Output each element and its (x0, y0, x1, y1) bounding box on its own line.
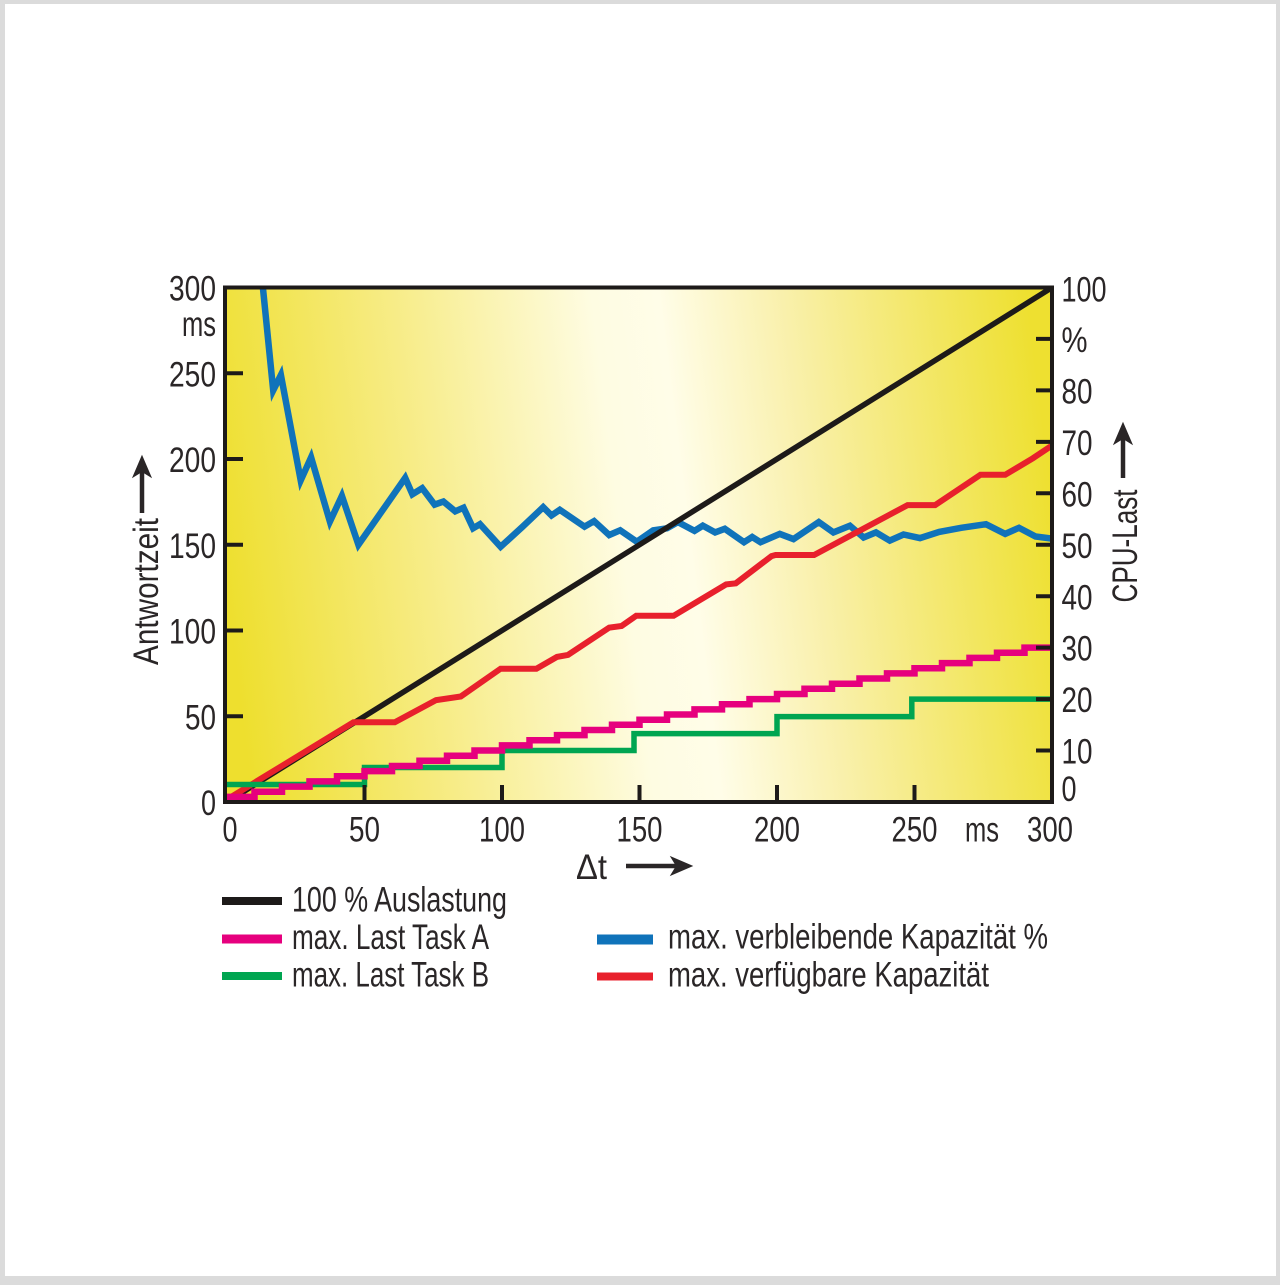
svg-text:max. verfügbare Kapazität: max. verfügbare Kapazität (668, 956, 989, 995)
svg-text:150: 150 (169, 527, 216, 566)
svg-text:150: 150 (617, 811, 663, 850)
svg-text:0: 0 (223, 811, 238, 850)
svg-text:30: 30 (1062, 630, 1093, 669)
svg-text:40: 40 (1062, 578, 1093, 617)
svg-text:200: 200 (169, 441, 216, 480)
svg-text:max. verbleibende Kapazität %: max. verbleibende Kapazität % (668, 918, 1048, 957)
svg-text:300: 300 (169, 270, 216, 309)
svg-text:50: 50 (1062, 527, 1093, 566)
svg-text:100 % Auslastung: 100 % Auslastung (292, 881, 507, 920)
svg-text:50: 50 (349, 811, 380, 850)
svg-text:250: 250 (169, 355, 216, 394)
svg-text:10: 10 (1062, 733, 1093, 772)
svg-text:70: 70 (1062, 424, 1093, 463)
svg-text:20: 20 (1062, 681, 1093, 720)
svg-text:ms: ms (182, 305, 216, 344)
svg-text:50: 50 (185, 698, 216, 737)
svg-text:0: 0 (1062, 770, 1077, 809)
svg-text:60: 60 (1062, 475, 1093, 514)
svg-text:Antwortzeit: Antwortzeit (127, 518, 166, 665)
svg-text:Δt: Δt (576, 848, 607, 887)
svg-text:100: 100 (479, 811, 525, 850)
svg-text:0: 0 (201, 784, 216, 823)
svg-text:250: 250 (892, 811, 938, 850)
svg-text:%: % (1062, 321, 1088, 360)
svg-text:100: 100 (169, 613, 216, 652)
svg-text:max. Last Task B: max. Last Task B (292, 956, 489, 995)
svg-text:CPU-Last: CPU-Last (1106, 489, 1145, 602)
svg-text:100: 100 (1062, 270, 1107, 309)
svg-text:max. Last Task A: max. Last Task A (292, 918, 489, 957)
svg-text:200: 200 (754, 811, 800, 850)
svg-text:80: 80 (1062, 372, 1093, 411)
svg-text:300: 300 (1027, 811, 1073, 850)
svg-text:ms: ms (965, 811, 999, 850)
